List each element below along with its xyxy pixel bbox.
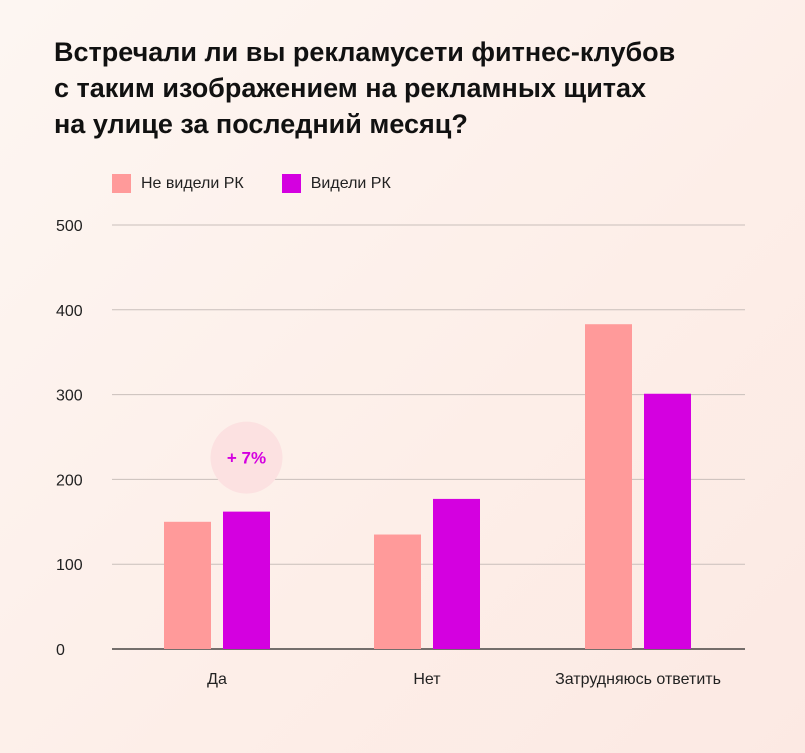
y-tick-label: 400 — [56, 303, 83, 320]
y-tick-label: 500 — [56, 218, 83, 235]
chart-title-line-3: на улице за последний месяц? — [54, 109, 468, 139]
grid-lines — [112, 224, 745, 650]
x-category-label: Да — [207, 671, 227, 688]
x-category-label: Нет — [413, 671, 441, 688]
bar-seen-2 — [644, 393, 691, 649]
chart-legend: Не видели РК Видели РК — [112, 174, 429, 193]
y-tick-label: 200 — [56, 472, 83, 489]
bars — [164, 324, 691, 649]
legend-swatch-not-seen — [112, 174, 131, 193]
bar-seen-0 — [223, 511, 270, 649]
y-tick-label: 100 — [56, 557, 83, 574]
chart-title-line-2: с таким изображением на рекламных щитах — [54, 73, 647, 103]
legend-item-not-seen: Не видели РК — [112, 174, 244, 193]
bar-not-seen-2 — [585, 324, 632, 649]
legend-swatch-seen — [281, 174, 301, 193]
y-tick-label: 300 — [56, 388, 83, 405]
y-axis-ticks: 0 100 200 300 400 500 — [56, 218, 83, 659]
annotation-bubble — [210, 421, 283, 494]
legend-item-seen: Видели РК — [281, 174, 391, 193]
y-tick-label: 0 — [56, 642, 65, 659]
bar-not-seen-1 — [374, 534, 421, 649]
chart-title: Встречали ли вы рекламусети фитнес-клубо… — [54, 34, 754, 142]
bar-not-seen-0 — [164, 521, 211, 649]
x-category-label: Затрудняюсь ответить — [555, 671, 721, 688]
annotations: + 7% — [210, 421, 283, 494]
bar-seen-1 — [433, 498, 480, 649]
legend-label-not-seen: Не видели РК — [141, 174, 244, 192]
x-axis-labels: Да Нет Затрудняюсь ответить — [207, 671, 721, 688]
legend-label-seen: Видели РК — [310, 174, 391, 192]
chart-title-line-1: Встречали ли вы рекламусети фитнес-клубо… — [54, 37, 676, 67]
annotation-label: + 7% — [227, 449, 266, 468]
